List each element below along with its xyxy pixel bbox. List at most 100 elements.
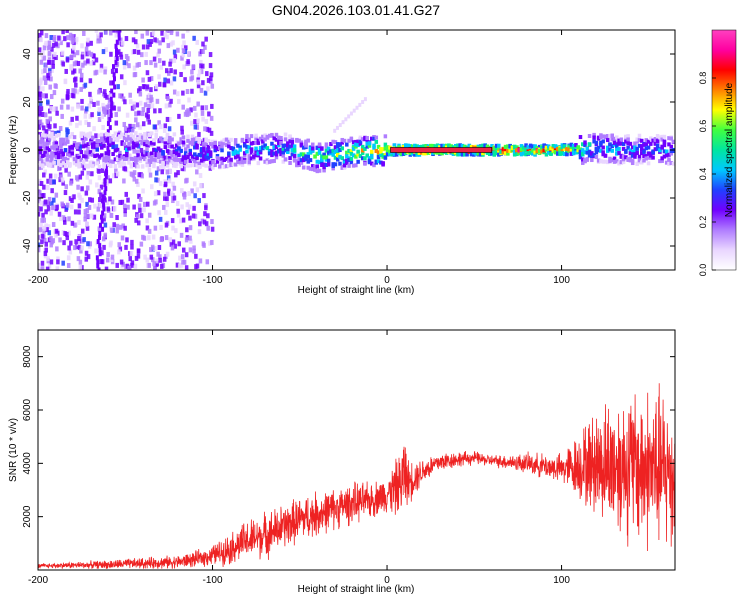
heatmap-cell [77,142,81,147]
heatmap-cell [128,92,132,98]
heatmap-cell [644,146,649,151]
heatmap-cell [202,162,206,167]
heatmap-cell [83,213,88,219]
heatmap-cell [129,156,134,161]
heatmap-cell [633,147,637,152]
heatmap-cell [87,50,91,56]
heatmap-cell [120,155,124,160]
heatmap-cell [101,210,105,216]
heatmap-cell [41,50,45,56]
heatmap-cell [626,141,630,146]
snr-x-axis: -200 -100 0 100 [28,330,570,586]
heatmap-cell [315,145,320,150]
heatmap-cell [222,141,227,146]
heatmap-cell [669,136,673,141]
heatmap-cell [38,110,42,116]
heatmap-cell [254,140,258,145]
heatmap-cell [101,140,106,146]
heatmap-cell [195,145,199,150]
heatmap-cell [153,245,157,251]
heatmap-cell [124,156,129,161]
heatmap-cell [131,141,136,146]
heatmap-cell [65,30,69,33]
heatmap-cell [134,137,138,142]
heatmap-cell [137,172,142,178]
heatmap-cell [331,163,335,168]
heatmap-cell [630,150,635,155]
heatmap-cell [158,108,162,114]
heatmap-cell [147,228,152,234]
heatmap-cell [571,151,576,156]
heatmap-cell [115,55,119,61]
heatmap-cell [153,62,158,68]
heatmap-cell [45,118,50,124]
heatmap-cell [45,146,50,151]
heatmap-cell [322,155,326,160]
heatmap-cell [288,160,292,165]
heatmap-cell [79,86,83,92]
heatmap-cell [658,135,662,140]
heatmap-cell [147,167,152,173]
heatmap-cell [38,95,43,101]
heatmap-cell [333,128,337,133]
heatmap-cell [143,157,147,162]
heatmap-cell [592,139,596,144]
heatmap-cell [108,178,113,184]
heatmap-cell [297,138,301,143]
heatmap-cell [163,32,167,38]
heatmap-cell [40,266,45,270]
heatmap-cell [352,108,356,113]
heatmap-cell [109,164,113,169]
heatmap-cell [124,244,128,250]
heatmap-cell [172,132,177,137]
heatmap-cell [45,161,50,166]
heatmap-cell [156,155,161,160]
heatmap-x-tick-label: -100 [203,275,223,286]
heatmap-cell [99,192,103,198]
heatmap-cell [72,68,77,74]
heatmap-cell [204,154,208,159]
heatmap-cell [431,143,435,148]
heatmap-cell [73,88,77,94]
heatmap-cell [47,44,52,50]
heatmap-cell [147,158,152,163]
heatmap-cell [172,89,177,95]
heatmap-cell [208,164,213,169]
heatmap-cell [65,152,70,157]
heatmap-cell [320,146,324,151]
heatmap-cell [146,108,150,114]
heatmap-cell [196,101,200,107]
heatmap-cell [137,61,141,67]
heatmap-cell [203,44,207,50]
heatmap-cell [73,245,77,251]
heatmap-cell [630,153,635,158]
heatmap-cell [324,155,329,160]
heatmap-cell [138,132,143,137]
heatmap-cell [612,140,617,145]
heatmap-cell [290,147,295,152]
heatmap-cell [165,34,169,40]
heatmap-cell [118,246,123,252]
heatmap-cell [449,144,453,149]
heatmap-cell [594,140,599,145]
heatmap-cell [583,150,587,155]
heatmap-cell [41,86,45,92]
heatmap-cell [662,143,667,148]
heatmap-cell [86,58,90,64]
heatmap-cell [592,153,596,158]
heatmap-cell [169,68,173,74]
heatmap-cell [208,150,213,155]
heatmap-cell [544,145,549,150]
heatmap-cell [118,134,122,139]
heatmap-cell [231,149,236,154]
heatmap-cell [544,152,549,157]
heatmap-cell [52,153,56,158]
heatmap-cell [193,159,197,164]
heatmap-cell [610,148,614,153]
heatmap-cell [100,214,104,220]
heatmap-cell [68,145,72,150]
heatmap-cell [583,158,587,163]
heatmap-cell [66,255,71,261]
heatmap-cell [546,146,551,151]
heatmap-cell [61,61,66,67]
